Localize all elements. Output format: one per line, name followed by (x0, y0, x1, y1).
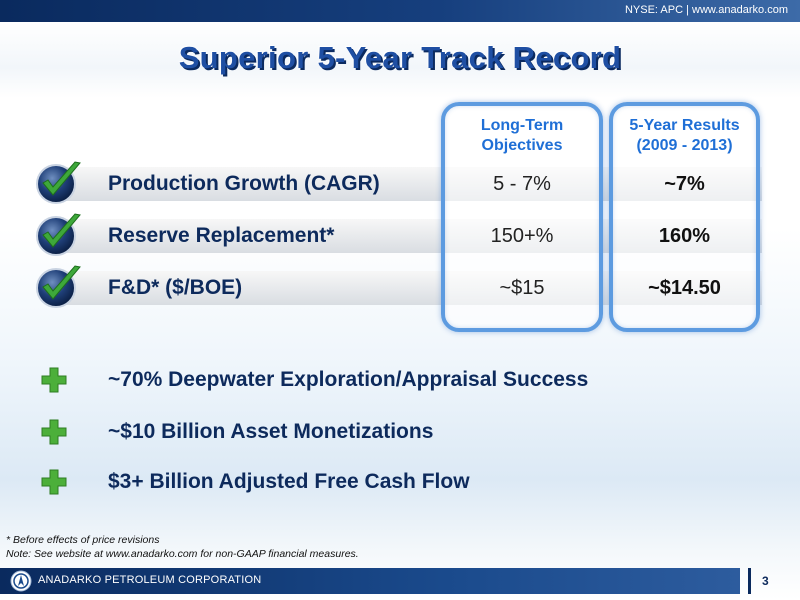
footer-bar: ANADARKO PETROLEUM CORPORATION (0, 568, 740, 594)
page-number: 3 (762, 574, 769, 588)
result-reserve: 160% (658, 225, 711, 247)
top-bar: NYSE: APC | www.anadarko.com (0, 0, 800, 22)
results-column-box (609, 102, 760, 332)
ticker-text: NYSE: APC | www.anadarko.com (624, 4, 788, 16)
page-divider (748, 568, 751, 594)
plus-icon (41, 367, 67, 393)
title-band (0, 22, 800, 98)
results-header: 5-Year Results (2009 - 2013) (613, 116, 756, 156)
anadarko-logo-icon (10, 570, 32, 592)
row-label-reserve: Reserve Replacement* (108, 224, 335, 247)
result-fd: ~$14.50 (648, 277, 721, 299)
bullet-free-cash-flow: $3+ Billion Adjusted Free Cash Flow (108, 470, 470, 493)
bullet-exploration: ~70% Deepwater Exploration/Appraisal Suc… (108, 368, 589, 391)
row-label-production: Production Growth (CAGR) (108, 172, 380, 195)
plus-icon (41, 469, 67, 495)
result-production: ~7% (664, 173, 705, 195)
company-name: ANADARKO PETROLEUM CORPORATION (38, 574, 262, 586)
objective-reserve: 150+% (490, 225, 554, 247)
bullet-monetizations: ~$10 Billion Asset Monetizations (108, 420, 434, 443)
row-label-fd: F&D* ($/BOE) (108, 276, 243, 299)
slide-title: Superior 5-Year Track Record (178, 40, 622, 75)
footnote-price-revisions: * Before effects of price revisions (6, 534, 160, 546)
results-header-line1: 5-Year Results (629, 117, 740, 134)
objectives-column-box (441, 102, 603, 332)
objectives-header-line1: Long-Term (480, 117, 564, 134)
objectives-header: Long-Term Objectives (445, 116, 599, 156)
objectives-header-line2: Objectives (481, 137, 563, 154)
footnote-non-gaap: Note: See website at www.anadarko.com fo… (6, 548, 359, 560)
plus-icon (41, 419, 67, 445)
checkmark-circle-icon (36, 213, 81, 256)
checkmark-circle-icon (36, 161, 81, 204)
results-header-line2: (2009 - 2013) (636, 137, 733, 154)
objective-fd: ~$15 (499, 277, 545, 299)
checkmark-circle-icon (36, 265, 81, 308)
objective-production: 5 - 7% (493, 173, 551, 195)
